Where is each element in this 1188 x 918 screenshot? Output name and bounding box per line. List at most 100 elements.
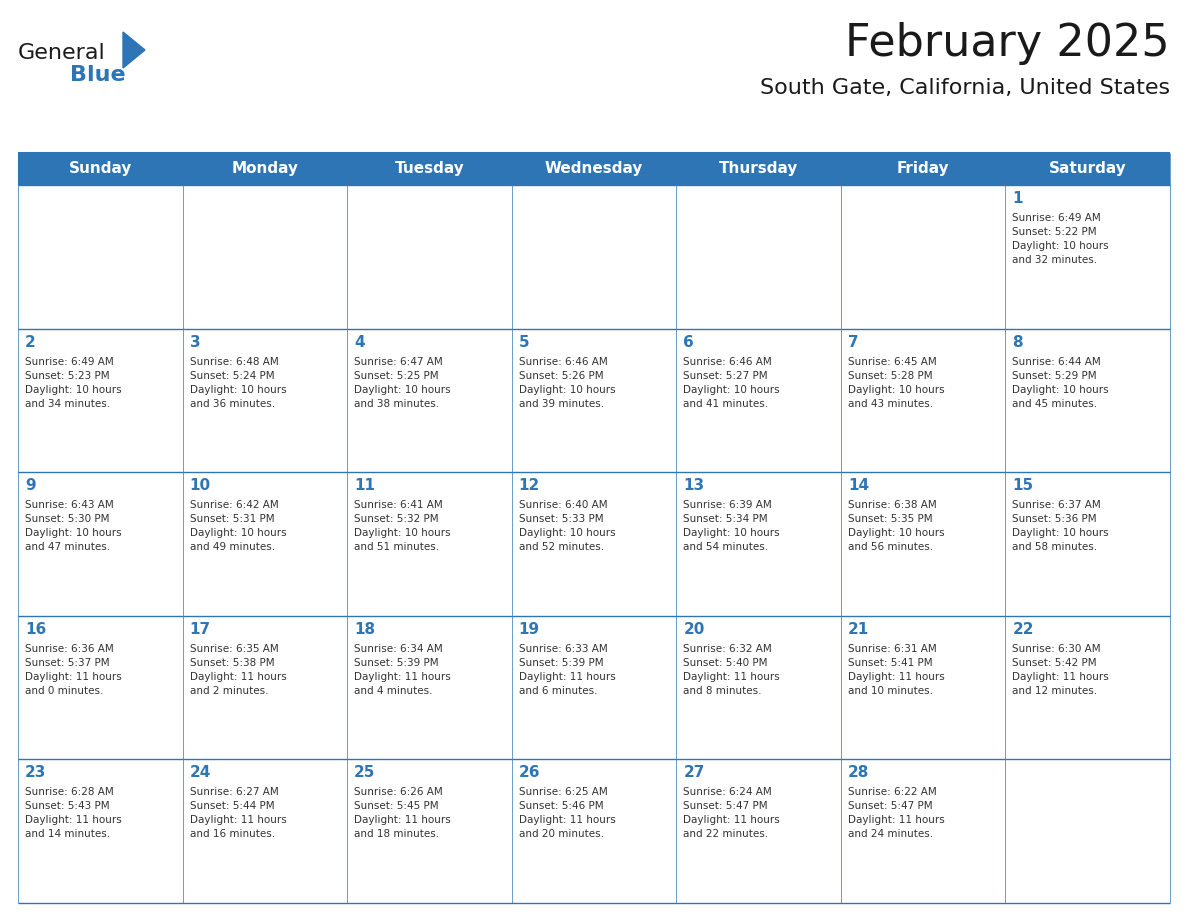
Text: 28: 28 — [848, 766, 870, 780]
Text: 21: 21 — [848, 621, 870, 637]
Text: Sunrise: 6:46 AM
Sunset: 5:27 PM
Daylight: 10 hours
and 41 minutes.: Sunrise: 6:46 AM Sunset: 5:27 PM Dayligh… — [683, 356, 779, 409]
Text: 22: 22 — [1012, 621, 1034, 637]
Bar — [841, 472, 1005, 616]
Text: Sunrise: 6:36 AM
Sunset: 5:37 PM
Daylight: 11 hours
and 0 minutes.: Sunrise: 6:36 AM Sunset: 5:37 PM Dayligh… — [25, 644, 121, 696]
Text: 3: 3 — [190, 334, 201, 350]
Bar — [1005, 759, 1170, 903]
Text: Sunrise: 6:27 AM
Sunset: 5:44 PM
Daylight: 11 hours
and 16 minutes.: Sunrise: 6:27 AM Sunset: 5:44 PM Dayligh… — [190, 788, 286, 839]
Text: 18: 18 — [354, 621, 375, 637]
Text: Sunrise: 6:22 AM
Sunset: 5:47 PM
Daylight: 11 hours
and 24 minutes.: Sunrise: 6:22 AM Sunset: 5:47 PM Dayligh… — [848, 788, 944, 839]
Bar — [841, 185, 1005, 329]
Text: Tuesday: Tuesday — [394, 162, 465, 176]
Bar — [1005, 616, 1170, 759]
Bar — [512, 759, 676, 903]
Text: 5: 5 — [519, 334, 530, 350]
Text: Sunrise: 6:34 AM
Sunset: 5:39 PM
Daylight: 11 hours
and 4 minutes.: Sunrise: 6:34 AM Sunset: 5:39 PM Dayligh… — [354, 644, 451, 696]
Bar — [18, 759, 183, 903]
Bar — [347, 759, 512, 903]
Text: Sunrise: 6:30 AM
Sunset: 5:42 PM
Daylight: 11 hours
and 12 minutes.: Sunrise: 6:30 AM Sunset: 5:42 PM Dayligh… — [1012, 644, 1110, 696]
Bar — [841, 329, 1005, 472]
Text: 14: 14 — [848, 478, 868, 493]
Text: Sunday: Sunday — [69, 162, 132, 176]
Text: Blue: Blue — [70, 65, 126, 85]
Bar — [512, 329, 676, 472]
Text: 26: 26 — [519, 766, 541, 780]
Text: Sunrise: 6:28 AM
Sunset: 5:43 PM
Daylight: 11 hours
and 14 minutes.: Sunrise: 6:28 AM Sunset: 5:43 PM Dayligh… — [25, 788, 121, 839]
Text: Sunrise: 6:26 AM
Sunset: 5:45 PM
Daylight: 11 hours
and 18 minutes.: Sunrise: 6:26 AM Sunset: 5:45 PM Dayligh… — [354, 788, 451, 839]
Text: 7: 7 — [848, 334, 859, 350]
Text: 4: 4 — [354, 334, 365, 350]
Text: Friday: Friday — [897, 162, 949, 176]
Bar — [1005, 185, 1170, 329]
Bar — [512, 185, 676, 329]
Text: 8: 8 — [1012, 334, 1023, 350]
Bar — [18, 616, 183, 759]
Bar — [183, 185, 347, 329]
Text: Sunrise: 6:25 AM
Sunset: 5:46 PM
Daylight: 11 hours
and 20 minutes.: Sunrise: 6:25 AM Sunset: 5:46 PM Dayligh… — [519, 788, 615, 839]
Bar — [347, 472, 512, 616]
Bar — [347, 185, 512, 329]
Bar — [676, 472, 841, 616]
Text: Sunrise: 6:48 AM
Sunset: 5:24 PM
Daylight: 10 hours
and 36 minutes.: Sunrise: 6:48 AM Sunset: 5:24 PM Dayligh… — [190, 356, 286, 409]
Text: Saturday: Saturday — [1049, 162, 1126, 176]
Text: Sunrise: 6:42 AM
Sunset: 5:31 PM
Daylight: 10 hours
and 49 minutes.: Sunrise: 6:42 AM Sunset: 5:31 PM Dayligh… — [190, 500, 286, 553]
Text: Sunrise: 6:45 AM
Sunset: 5:28 PM
Daylight: 10 hours
and 43 minutes.: Sunrise: 6:45 AM Sunset: 5:28 PM Dayligh… — [848, 356, 944, 409]
Bar — [18, 329, 183, 472]
Text: 11: 11 — [354, 478, 375, 493]
Text: Sunrise: 6:43 AM
Sunset: 5:30 PM
Daylight: 10 hours
and 47 minutes.: Sunrise: 6:43 AM Sunset: 5:30 PM Dayligh… — [25, 500, 121, 553]
Text: Sunrise: 6:31 AM
Sunset: 5:41 PM
Daylight: 11 hours
and 10 minutes.: Sunrise: 6:31 AM Sunset: 5:41 PM Dayligh… — [848, 644, 944, 696]
Text: 20: 20 — [683, 621, 704, 637]
Text: Wednesday: Wednesday — [545, 162, 643, 176]
Text: Sunrise: 6:41 AM
Sunset: 5:32 PM
Daylight: 10 hours
and 51 minutes.: Sunrise: 6:41 AM Sunset: 5:32 PM Dayligh… — [354, 500, 450, 553]
Bar — [347, 329, 512, 472]
Bar — [512, 616, 676, 759]
Bar — [183, 472, 347, 616]
Bar — [676, 616, 841, 759]
Bar — [18, 185, 183, 329]
Bar — [183, 329, 347, 472]
Bar — [841, 759, 1005, 903]
Bar — [183, 616, 347, 759]
Text: Sunrise: 6:32 AM
Sunset: 5:40 PM
Daylight: 11 hours
and 8 minutes.: Sunrise: 6:32 AM Sunset: 5:40 PM Dayligh… — [683, 644, 781, 696]
Text: 6: 6 — [683, 334, 694, 350]
Text: February 2025: February 2025 — [846, 22, 1170, 65]
Text: Sunrise: 6:49 AM
Sunset: 5:23 PM
Daylight: 10 hours
and 34 minutes.: Sunrise: 6:49 AM Sunset: 5:23 PM Dayligh… — [25, 356, 121, 409]
Text: 19: 19 — [519, 621, 539, 637]
Text: Sunrise: 6:46 AM
Sunset: 5:26 PM
Daylight: 10 hours
and 39 minutes.: Sunrise: 6:46 AM Sunset: 5:26 PM Dayligh… — [519, 356, 615, 409]
Bar — [183, 759, 347, 903]
Text: 24: 24 — [190, 766, 211, 780]
Text: 10: 10 — [190, 478, 210, 493]
Text: 23: 23 — [25, 766, 46, 780]
Text: Sunrise: 6:24 AM
Sunset: 5:47 PM
Daylight: 11 hours
and 22 minutes.: Sunrise: 6:24 AM Sunset: 5:47 PM Dayligh… — [683, 788, 781, 839]
Text: Sunrise: 6:39 AM
Sunset: 5:34 PM
Daylight: 10 hours
and 54 minutes.: Sunrise: 6:39 AM Sunset: 5:34 PM Dayligh… — [683, 500, 779, 553]
Text: 12: 12 — [519, 478, 541, 493]
Text: 17: 17 — [190, 621, 210, 637]
Bar — [841, 616, 1005, 759]
Bar — [512, 472, 676, 616]
Text: Thursday: Thursday — [719, 162, 798, 176]
Text: Sunrise: 6:44 AM
Sunset: 5:29 PM
Daylight: 10 hours
and 45 minutes.: Sunrise: 6:44 AM Sunset: 5:29 PM Dayligh… — [1012, 356, 1110, 409]
Text: Sunrise: 6:38 AM
Sunset: 5:35 PM
Daylight: 10 hours
and 56 minutes.: Sunrise: 6:38 AM Sunset: 5:35 PM Dayligh… — [848, 500, 944, 553]
Bar — [676, 185, 841, 329]
Bar — [347, 616, 512, 759]
Text: 2: 2 — [25, 334, 36, 350]
Bar — [676, 329, 841, 472]
Text: 13: 13 — [683, 478, 704, 493]
Bar — [1005, 472, 1170, 616]
Text: Sunrise: 6:40 AM
Sunset: 5:33 PM
Daylight: 10 hours
and 52 minutes.: Sunrise: 6:40 AM Sunset: 5:33 PM Dayligh… — [519, 500, 615, 553]
Text: Monday: Monday — [232, 162, 298, 176]
Text: Sunrise: 6:47 AM
Sunset: 5:25 PM
Daylight: 10 hours
and 38 minutes.: Sunrise: 6:47 AM Sunset: 5:25 PM Dayligh… — [354, 356, 450, 409]
Bar — [18, 153, 1170, 185]
Text: Sunrise: 6:35 AM
Sunset: 5:38 PM
Daylight: 11 hours
and 2 minutes.: Sunrise: 6:35 AM Sunset: 5:38 PM Dayligh… — [190, 644, 286, 696]
Polygon shape — [124, 32, 145, 68]
Text: Sunrise: 6:33 AM
Sunset: 5:39 PM
Daylight: 11 hours
and 6 minutes.: Sunrise: 6:33 AM Sunset: 5:39 PM Dayligh… — [519, 644, 615, 696]
Text: Sunrise: 6:49 AM
Sunset: 5:22 PM
Daylight: 10 hours
and 32 minutes.: Sunrise: 6:49 AM Sunset: 5:22 PM Dayligh… — [1012, 213, 1110, 265]
Bar — [18, 472, 183, 616]
Text: 15: 15 — [1012, 478, 1034, 493]
Text: 25: 25 — [354, 766, 375, 780]
Text: 9: 9 — [25, 478, 36, 493]
Text: 16: 16 — [25, 621, 46, 637]
Bar — [1005, 329, 1170, 472]
Text: Sunrise: 6:37 AM
Sunset: 5:36 PM
Daylight: 10 hours
and 58 minutes.: Sunrise: 6:37 AM Sunset: 5:36 PM Dayligh… — [1012, 500, 1110, 553]
Text: South Gate, California, United States: South Gate, California, United States — [760, 78, 1170, 98]
